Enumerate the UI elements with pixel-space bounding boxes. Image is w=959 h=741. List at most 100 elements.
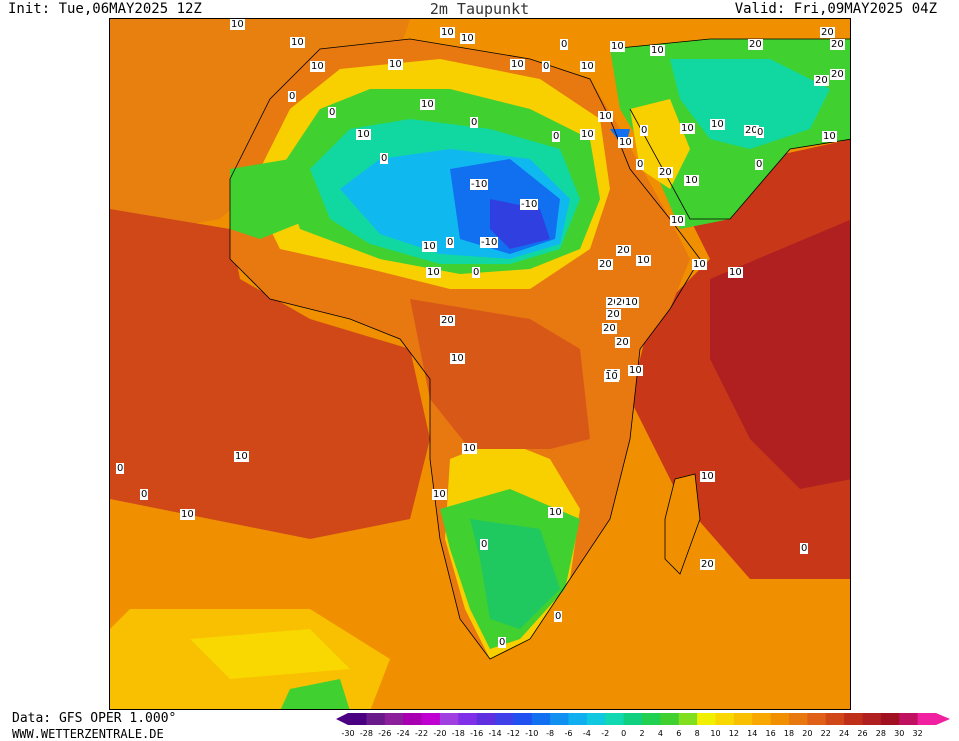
contour-label: 10 [356, 129, 371, 140]
contour-label: 10 [460, 33, 475, 44]
legend-tick-label: 6 [676, 729, 682, 738]
legend-swatch [384, 713, 404, 725]
legend-tick-label: -8 [546, 729, 555, 738]
legend-swatch [789, 713, 808, 725]
contour-label: 10 [290, 37, 305, 48]
contour-label: 10 [580, 129, 595, 140]
contour-label: 0 [552, 131, 561, 142]
contour-label: 10 [710, 119, 725, 130]
legend-tick-label: -2 [601, 729, 610, 738]
legend-tick-label: 16 [765, 729, 776, 738]
contour-label: 10 [388, 59, 403, 70]
contour-label: 20 [814, 75, 829, 86]
legend-tick-label: 26 [857, 729, 868, 738]
contour-label: 0 [756, 127, 765, 138]
legend-swatch [568, 713, 588, 725]
legend-tick-label: -10 [525, 729, 539, 738]
contour-label: 10 [548, 507, 563, 518]
legend-swatch [550, 713, 569, 725]
legend-swatch [917, 713, 937, 725]
contour-label: 0 [328, 107, 337, 118]
legend-swatch [366, 713, 386, 725]
legend-tick-label: 8 [694, 729, 700, 738]
contour-label: 20 [700, 559, 715, 570]
map-canvas [110, 19, 850, 709]
contour-label: 10 [180, 509, 195, 520]
contour-label: 10 [624, 297, 639, 308]
legend-tick-label: 30 [894, 729, 905, 738]
legend-tick-label: 10 [710, 729, 721, 738]
contour-label: 0 [380, 153, 389, 164]
legend-tick-label: 32 [912, 729, 923, 738]
legend-swatch [586, 713, 606, 725]
contour-label: 20 [615, 297, 630, 308]
legend-tick-label: 20 [802, 729, 813, 738]
contour-label: 20 [598, 259, 613, 270]
contour-label: 10 [692, 259, 707, 270]
legend-tick-label: 22 [820, 729, 831, 738]
contour-label: 10 [462, 443, 477, 454]
legend-swatch [752, 713, 772, 725]
dewpoint-map: 10 10 10 10 10 10 0 0 10 0 0 10 10 10 0 10 0 10 0 -10 -10 -10… [109, 18, 851, 710]
legend-swatch [899, 713, 919, 725]
legend-tick-label: 24 [839, 729, 850, 738]
legend-tick-label: 12 [728, 729, 739, 738]
contour-label: 0 [554, 611, 563, 622]
legend-swatch [476, 713, 496, 725]
color-legend: -30 -28 -26 -24 -22 -20 -18 -16 -14 -12 -10 -8 -6 -4-… [336, 712, 956, 740]
contour-label: 20 [606, 297, 621, 308]
contour-label: 0 [636, 159, 645, 170]
legend-swatch [495, 713, 514, 725]
legend-arrow-left [336, 713, 348, 725]
contour-label: 0 [755, 159, 764, 170]
legend-tick-label: -16 [470, 729, 484, 738]
legend-tick-label: -18 [451, 729, 465, 738]
contour-label: 10 [310, 61, 325, 72]
legend-swatch [660, 713, 680, 725]
contour-label: 10 [604, 371, 619, 382]
legend-swatch [770, 713, 790, 725]
contour-label: 0 [498, 637, 507, 648]
contour-label: 10 [650, 45, 665, 56]
legend-tick-label: -14 [488, 729, 502, 738]
legend-swatch [642, 713, 661, 725]
valid-time-label: Valid: Fri,09MAY2025 04Z [734, 1, 937, 17]
contour-label: 0 [640, 125, 649, 136]
legend-swatch [458, 713, 478, 725]
contour-label: 10 [432, 489, 447, 500]
contour-label: 0 [560, 39, 569, 50]
legend-swatch [678, 713, 698, 725]
contour-label: 10 [598, 111, 613, 122]
legend-tick-label: -4 [582, 729, 591, 738]
contour-label: 10 [628, 365, 643, 376]
map-title: 2m Taupunkt [429, 0, 530, 18]
legend-tick-label: 0 [621, 729, 627, 738]
legend-tick-label: -30 [341, 729, 355, 738]
legend-swatch [531, 713, 551, 725]
contour-label: 20 [606, 309, 621, 320]
legend-swatch [439, 713, 459, 725]
legend-tick-label: 14 [747, 729, 758, 738]
contour-label: -10 [520, 199, 539, 210]
legend-tick-label: -26 [378, 729, 392, 738]
contour-label: 10 [822, 131, 837, 142]
legend-tick-label: -20 [433, 729, 447, 738]
contour-label: 10 [580, 61, 595, 72]
contour-label: 10 [422, 241, 437, 252]
legend-swatch [844, 713, 863, 725]
contour-label: 20 [744, 125, 759, 136]
legend-swatch [605, 713, 625, 725]
contour-label: 10 [510, 59, 525, 70]
contour-label: 10 [670, 215, 685, 226]
contour-label: 10 [618, 137, 633, 148]
legend-tick-label: 28 [875, 729, 886, 738]
contour-label: 10 [610, 41, 625, 52]
contour-label: 10 [684, 175, 699, 186]
contour-label: 0 [472, 267, 481, 278]
contour-label: 10 [440, 27, 455, 38]
legend-tick-label: -12 [506, 729, 520, 738]
legend-tick-label: -6 [564, 729, 573, 738]
legend-swatch [348, 713, 367, 725]
legend-swatch [880, 713, 900, 725]
contour-label: 20 [440, 315, 455, 326]
